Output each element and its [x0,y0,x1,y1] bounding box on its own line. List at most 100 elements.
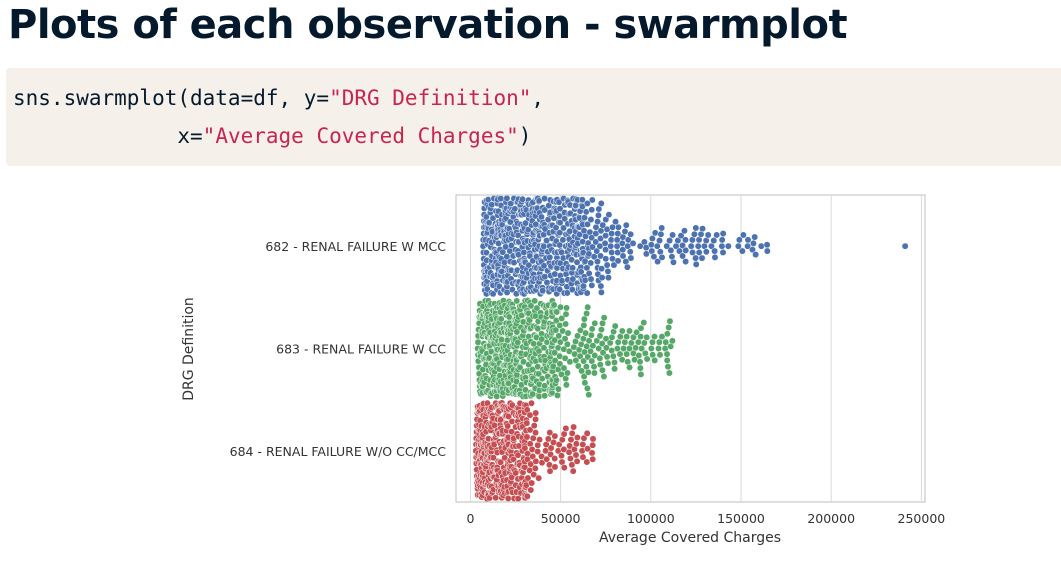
data-point [638,345,646,352]
data-point [763,247,771,255]
data-point [658,253,666,261]
data-point [587,216,595,224]
data-point [568,429,576,437]
data-point [612,218,619,226]
data-point [497,416,505,424]
data-point [529,452,537,460]
data-point [637,324,645,332]
data-point [719,249,727,256]
data-point [614,257,622,265]
data-point [556,205,564,213]
data-point [626,248,634,256]
data-point [527,302,535,310]
data-point [532,415,539,423]
data-point [500,258,508,266]
data-point [583,429,591,437]
data-point [525,261,533,269]
data-point [578,196,586,204]
data-point [580,434,588,442]
data-point [578,203,586,211]
data-point [654,258,662,266]
data-point [585,391,593,399]
data-point [597,288,605,296]
x-axis-label: Average Covered Charges [599,530,781,546]
data-point [623,333,631,341]
data-point [643,333,651,341]
data-point [633,328,641,336]
data-point [655,345,662,352]
data-point [663,350,671,358]
data-point [658,333,666,341]
data-point [513,378,520,386]
data-point [667,246,675,254]
data-point [605,274,612,282]
data-point [648,235,656,242]
data-point [611,365,619,373]
data-point [564,369,571,377]
data-point [607,236,615,244]
data-point [627,230,635,238]
data-point [510,455,517,463]
data-point [609,352,617,360]
data-point [599,221,607,229]
data-point [556,285,564,293]
data-point [558,314,566,322]
data-point [514,495,522,503]
code-string: "Average Covered Charges" [202,124,519,148]
data-points [472,194,909,503]
data-point [556,338,564,346]
data-point [553,308,561,316]
data-point [602,232,610,240]
data-point [692,224,700,232]
data-point [600,314,608,322]
data-point [664,363,672,371]
data-point [513,297,521,305]
data-point [670,258,677,266]
data-point [527,486,535,494]
data-point [682,258,690,266]
data-point [560,224,568,232]
data-point [751,233,759,241]
data-point [508,401,516,409]
data-point [503,289,511,296]
code-text: sns.swarmplot(data=df, y= [13,86,330,110]
data-point [574,362,582,370]
data-point [514,451,522,459]
data-point [718,242,726,250]
data-point [607,242,615,250]
data-point [501,454,509,462]
data-point [555,441,563,448]
data-point [550,301,558,309]
data-point [636,364,644,372]
data-point [541,392,549,400]
data-point [541,273,549,281]
data-point [546,253,554,261]
data-point [551,349,559,357]
data-point [614,223,622,231]
data-point [582,329,590,337]
data-point [630,333,637,341]
data-point [692,260,700,268]
data-point [546,467,554,475]
data-point [508,417,516,425]
data-point [663,330,671,338]
data-point [657,230,665,238]
data-point [561,215,569,223]
data-point [665,369,673,377]
data-point [583,384,591,392]
data-point [563,304,570,312]
data-point [584,445,592,453]
data-point [598,274,606,282]
data-point [595,345,603,352]
data-point [598,340,606,348]
data-point [556,219,564,227]
data-point [718,236,726,244]
data-point [521,444,529,452]
code-text: , [531,86,545,110]
data-point [562,381,570,389]
data-point [552,326,560,334]
code-string: "DRG Definition" [329,86,532,110]
data-point [530,422,538,430]
data-point [658,224,666,232]
data-point [608,249,616,256]
